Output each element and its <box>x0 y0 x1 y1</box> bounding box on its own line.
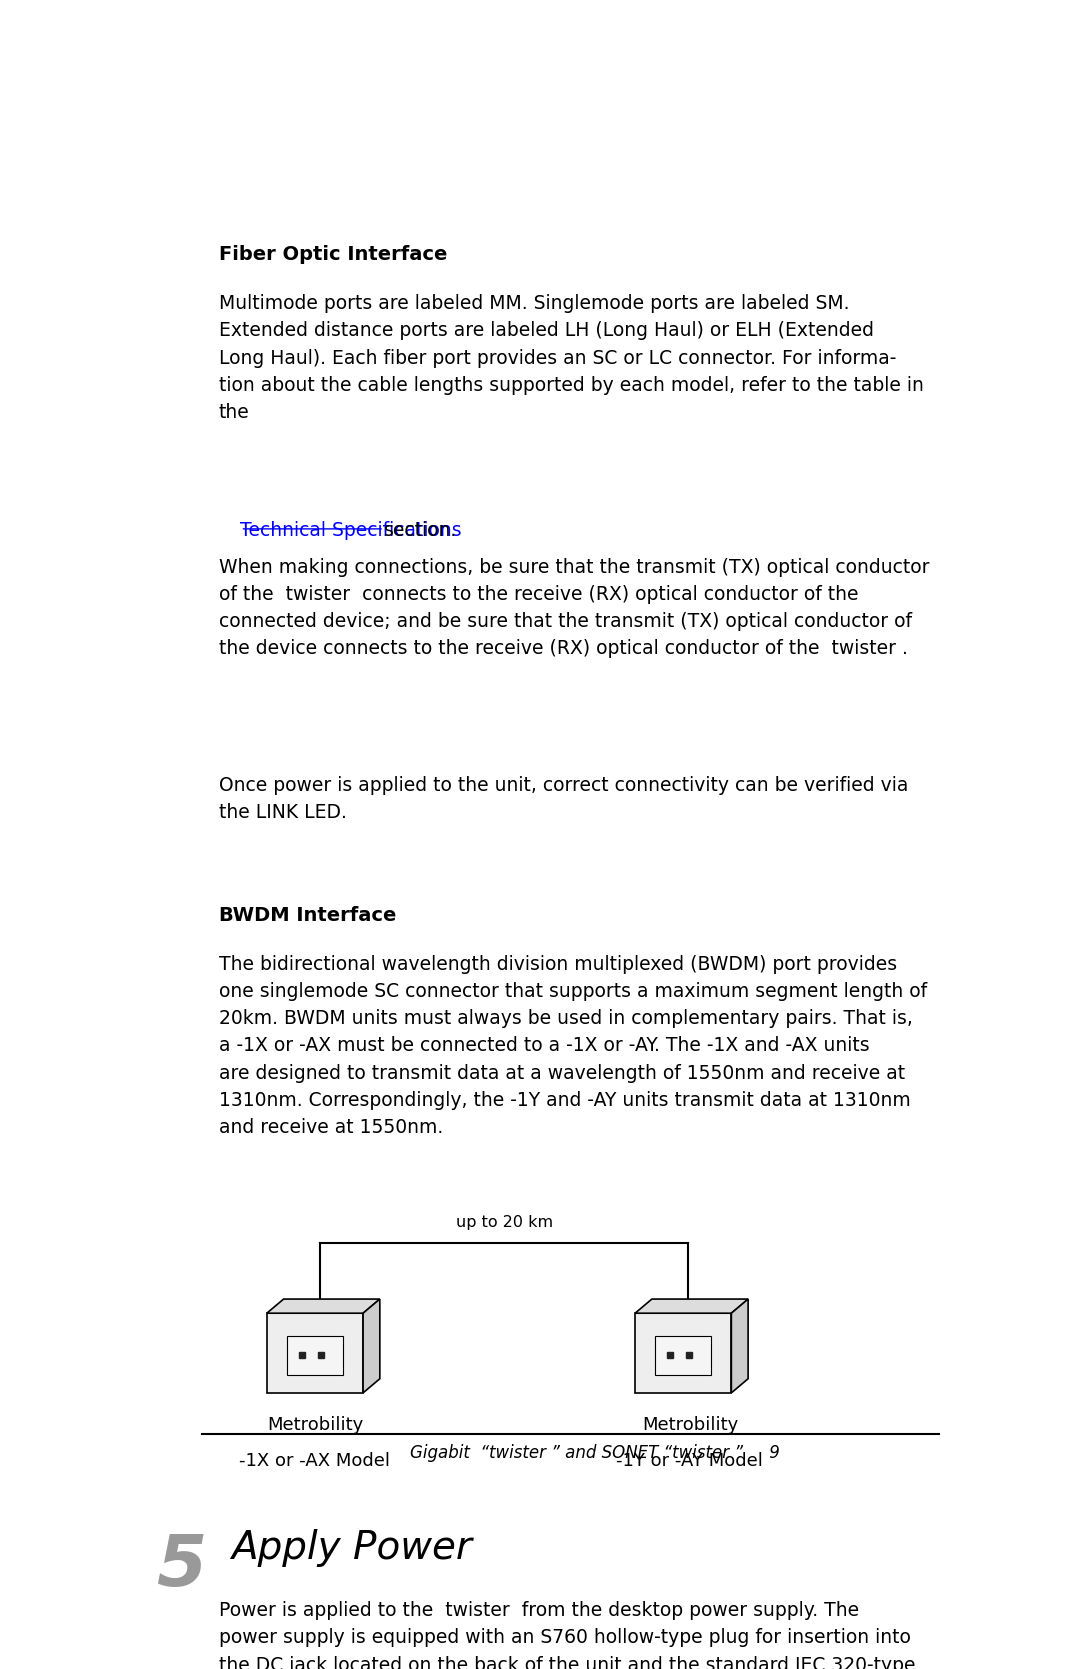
Text: Technical Specifications: Technical Specifications <box>241 521 462 541</box>
Text: Metrobility: Metrobility <box>267 1415 363 1434</box>
Text: Once power is applied to the unit, correct connectivity can be verified via
the : Once power is applied to the unit, corre… <box>218 776 908 823</box>
Polygon shape <box>635 1314 731 1394</box>
Polygon shape <box>656 1335 711 1375</box>
Polygon shape <box>287 1335 342 1375</box>
Text: Fiber Optic Interface: Fiber Optic Interface <box>218 245 447 264</box>
Polygon shape <box>635 1298 748 1314</box>
Text: Apply Power: Apply Power <box>231 1529 472 1567</box>
Text: The bidirectional wavelength division multiplexed (BWDM) port provides
one singl: The bidirectional wavelength division mu… <box>218 955 927 1137</box>
Polygon shape <box>267 1314 363 1394</box>
Text: section.: section. <box>384 521 457 541</box>
Text: Multimode ports are labeled MM. Singlemode ports are labeled SM.
Extended distan: Multimode ports are labeled MM. Singlemo… <box>218 294 923 422</box>
Text: Gigabit  “twister ” and SONET “twister ”     9: Gigabit “twister ” and SONET “twister ” … <box>410 1444 780 1462</box>
Polygon shape <box>267 1298 380 1314</box>
Polygon shape <box>363 1298 380 1394</box>
Text: -1X or -AX Model: -1X or -AX Model <box>240 1452 391 1470</box>
Text: 5: 5 <box>156 1532 206 1601</box>
Text: -1Y or -AY Model: -1Y or -AY Model <box>617 1452 764 1470</box>
Text: When making connections, be sure that the transmit (TX) optical conductor
of the: When making connections, be sure that th… <box>218 557 929 658</box>
Text: BWDM Interface: BWDM Interface <box>218 906 396 925</box>
Text: Power is applied to the  twister  from the desktop power supply. The
power suppl: Power is applied to the twister from the… <box>218 1601 915 1669</box>
Text: up to 20 km: up to 20 km <box>456 1215 553 1230</box>
Text: Metrobility: Metrobility <box>642 1415 738 1434</box>
Polygon shape <box>731 1298 748 1394</box>
